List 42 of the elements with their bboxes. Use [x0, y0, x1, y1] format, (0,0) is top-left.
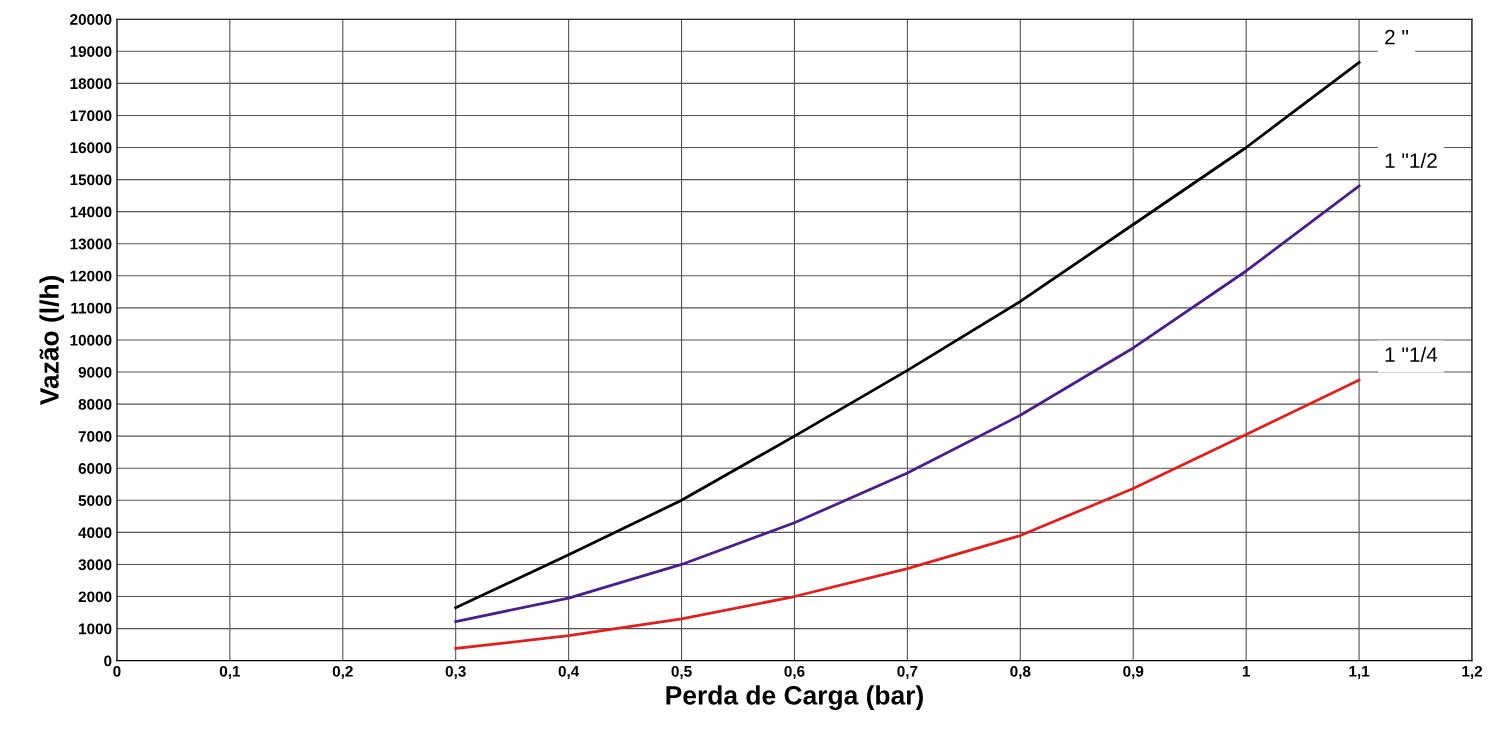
x-tick-label: 0,7 [897, 665, 918, 679]
x-tick-label: 0,5 [671, 665, 692, 679]
y-tick-label: 11000 [71, 302, 112, 314]
x-tick-label: 0,9 [1123, 665, 1144, 679]
y-tick-label: 10000 [70, 334, 112, 346]
y-tick-label: 5000 [78, 495, 112, 506]
y-tick-label: 16000 [70, 142, 112, 154]
x-tick-label: 0,3 [445, 665, 466, 679]
line-series [454, 378, 1361, 650]
y-tick-label: 4000 [78, 527, 112, 539]
y-tick-label: 13000 [70, 238, 112, 250]
y-tick-label: 8000 [78, 398, 112, 410]
y-axis-title: Vazão (l/h) [39, 275, 65, 406]
y-tick-label: 7000 [78, 431, 112, 442]
x-tick-label: 1,1 [1349, 666, 1370, 679]
series-label: 1 "1/2 [1385, 152, 1437, 168]
y-tick-label: 17000 [70, 110, 112, 122]
x-tick-label: 0,1 [219, 665, 241, 679]
line-series [454, 61, 1361, 610]
x-tick-label: 1 [1242, 666, 1250, 677]
y-tick-label: 1000 [79, 623, 112, 635]
y-tick-label: 15000 [70, 174, 112, 186]
y-tick-label: 3000 [78, 559, 112, 571]
y-tick-label: 6000 [78, 463, 112, 474]
y-tick-label: 2000 [78, 591, 112, 603]
y-tick-label: 12000 [70, 270, 112, 282]
line-series [454, 184, 1361, 623]
x-tick-label: 0,6 [784, 665, 805, 679]
y-tick-label: 19000 [70, 46, 112, 57]
x-tick-label: 0,4 [558, 665, 580, 679]
x-tick-label: 0,8 [1010, 665, 1031, 679]
y-tick-label: 20000 [70, 14, 112, 25]
y-tick-label: 18000 [70, 78, 112, 90]
y-tick-label: 14000 [70, 206, 112, 218]
x-tick-label: 0 [113, 665, 121, 677]
y-tick-label: 9000 [78, 366, 112, 378]
series-label: 2 " [1385, 29, 1408, 45]
x-axis-title: Perda de Carga (bar) [666, 685, 923, 711]
x-tick-label: 0,2 [332, 665, 353, 679]
x-tick-label: 1,2 [1462, 665, 1483, 679]
series-label: 1 "1/4 [1385, 346, 1438, 363]
y-tick-label: 0 [104, 655, 112, 667]
